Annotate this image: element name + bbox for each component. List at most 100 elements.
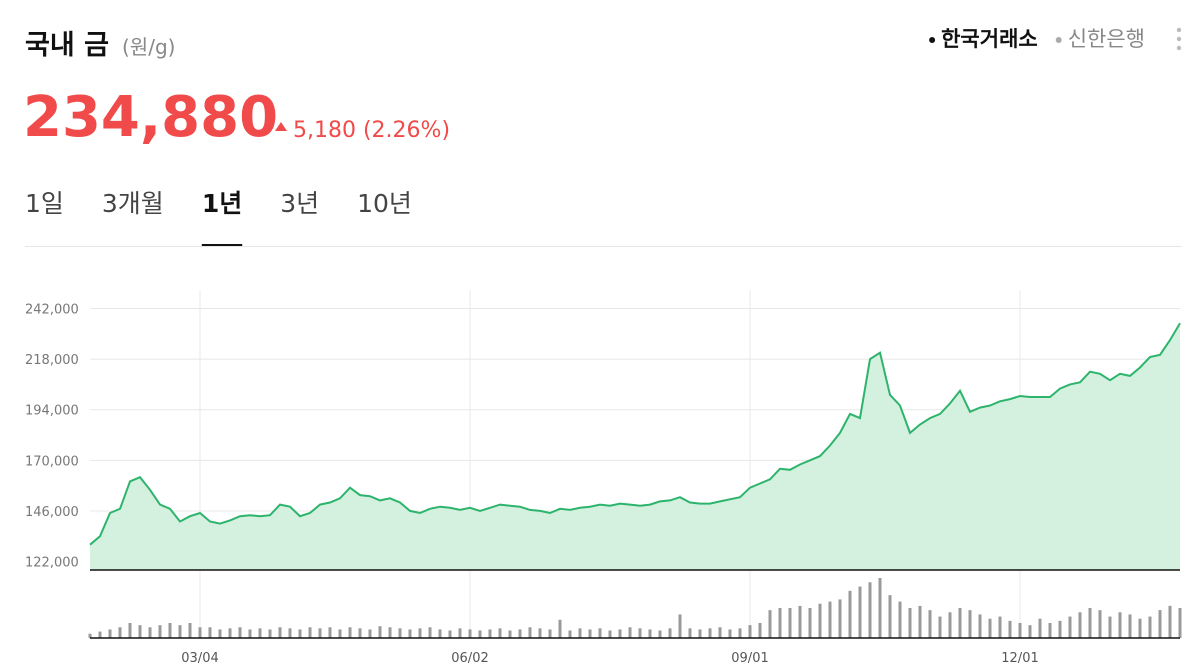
volume-bar xyxy=(388,627,392,638)
volume-bar xyxy=(808,608,812,638)
volume-bar xyxy=(528,627,532,638)
volume-bar xyxy=(1138,618,1142,638)
volume-bar xyxy=(888,595,892,638)
volume-bar xyxy=(288,628,292,638)
volume-bar xyxy=(628,627,632,638)
volume-bar xyxy=(1058,620,1062,638)
source-option[interactable]: 한국거래소 xyxy=(941,27,1038,51)
period-tab[interactable]: 10년 xyxy=(357,189,412,218)
y-tick-label: 170,000 xyxy=(25,454,79,469)
volume-bar xyxy=(118,627,122,638)
volume-bar xyxy=(758,623,762,638)
volume-bar xyxy=(828,601,832,638)
source-dot xyxy=(1055,37,1062,43)
volume-bar xyxy=(148,627,152,638)
x-tick-label: 09/01 xyxy=(731,651,768,666)
volume-bar xyxy=(998,616,1002,638)
volume-bar xyxy=(348,627,352,638)
price-line xyxy=(89,322,1181,546)
volume-bar xyxy=(858,586,862,638)
volume-bar xyxy=(968,610,972,638)
volume-bar xyxy=(778,608,782,638)
volume-bar xyxy=(1128,614,1132,638)
dot xyxy=(1176,27,1182,33)
volume-bar xyxy=(448,630,452,638)
volume-bar xyxy=(698,629,702,638)
x-tick-label: 12/01 xyxy=(1001,651,1038,666)
volume-bar xyxy=(798,605,802,638)
volume-bar xyxy=(898,601,902,638)
title: 국내 금 xyxy=(25,30,109,61)
volume-bar xyxy=(88,633,92,638)
volume-bar xyxy=(318,628,322,638)
volume-bar xyxy=(458,628,462,638)
volume-bar xyxy=(158,625,162,638)
volume-bar xyxy=(1048,623,1052,638)
volume-bar xyxy=(1178,608,1182,638)
volume-bar xyxy=(948,612,952,638)
volume-bar xyxy=(978,614,982,638)
volume-bar xyxy=(248,629,252,638)
source-option[interactable]: 신한은행 xyxy=(1068,27,1145,51)
volume-bar xyxy=(188,623,192,638)
volume-bar xyxy=(368,629,372,638)
more-menu[interactable] xyxy=(1176,27,1182,51)
volume-bar xyxy=(838,599,842,638)
volume-bar xyxy=(108,629,112,638)
volume-bar xyxy=(518,629,522,638)
source-switch: 신한은행 한국거래소 xyxy=(929,27,1145,51)
y-tick-label: 146,000 xyxy=(25,505,79,520)
volume-bar xyxy=(1028,625,1032,638)
period-tab[interactable]: 3년 xyxy=(280,189,319,218)
volume-bar xyxy=(658,630,662,638)
y-tick-label: 218,000 xyxy=(25,353,79,368)
volume-bar xyxy=(868,582,872,638)
area-fill xyxy=(90,323,1180,570)
volume-bar xyxy=(768,610,772,638)
volume-bar xyxy=(218,629,222,638)
volume-bar xyxy=(1038,618,1042,638)
period-tab[interactable]: 1일 xyxy=(25,189,64,218)
y-tick-label: 242,000 xyxy=(25,302,79,317)
volume-bar xyxy=(1078,612,1082,638)
volume-bar xyxy=(338,629,342,638)
volume-bar xyxy=(558,619,562,638)
volume-bar xyxy=(98,631,102,638)
volume-bar xyxy=(128,623,132,638)
price-change: 5,180 (2.26%) xyxy=(293,118,450,143)
volume-bar xyxy=(438,629,442,638)
volume-bar xyxy=(538,628,542,638)
chart: 122,000 146,000 170,000 194,000 218,000 242,0… xyxy=(25,290,1182,666)
source-dot xyxy=(929,37,936,43)
volume-bar xyxy=(168,623,172,638)
volume-bar xyxy=(178,625,182,638)
volume-bar xyxy=(608,630,612,638)
period-tabs: 1일 3개월 1년 3년 10년 xyxy=(25,189,412,247)
unit: (원/g) xyxy=(122,35,175,59)
volume-bar xyxy=(238,627,242,638)
volume-bar xyxy=(668,628,672,638)
volume-bar xyxy=(938,616,942,638)
volume-bar xyxy=(928,610,932,638)
volume-bar xyxy=(298,629,302,638)
volume-bar xyxy=(358,628,362,638)
dot xyxy=(1176,45,1182,51)
period-tab[interactable]: 3개월 xyxy=(102,189,164,218)
volume-bar xyxy=(848,590,852,638)
volume-bar xyxy=(378,626,382,638)
volume-bar xyxy=(598,628,602,638)
volume-bar xyxy=(1168,605,1172,638)
volume-bar xyxy=(328,627,332,638)
volume-bar xyxy=(408,629,412,638)
period-tab[interactable]: 1년 xyxy=(202,189,242,218)
volume-bar xyxy=(988,618,992,638)
volume-bar xyxy=(678,614,682,638)
y-tick-label: 194,000 xyxy=(25,404,79,419)
price: 234,880 xyxy=(23,85,278,150)
volume-bar xyxy=(488,629,492,638)
volume-bar xyxy=(1158,610,1162,638)
up-arrow xyxy=(275,122,287,131)
volume-bar xyxy=(918,605,922,638)
